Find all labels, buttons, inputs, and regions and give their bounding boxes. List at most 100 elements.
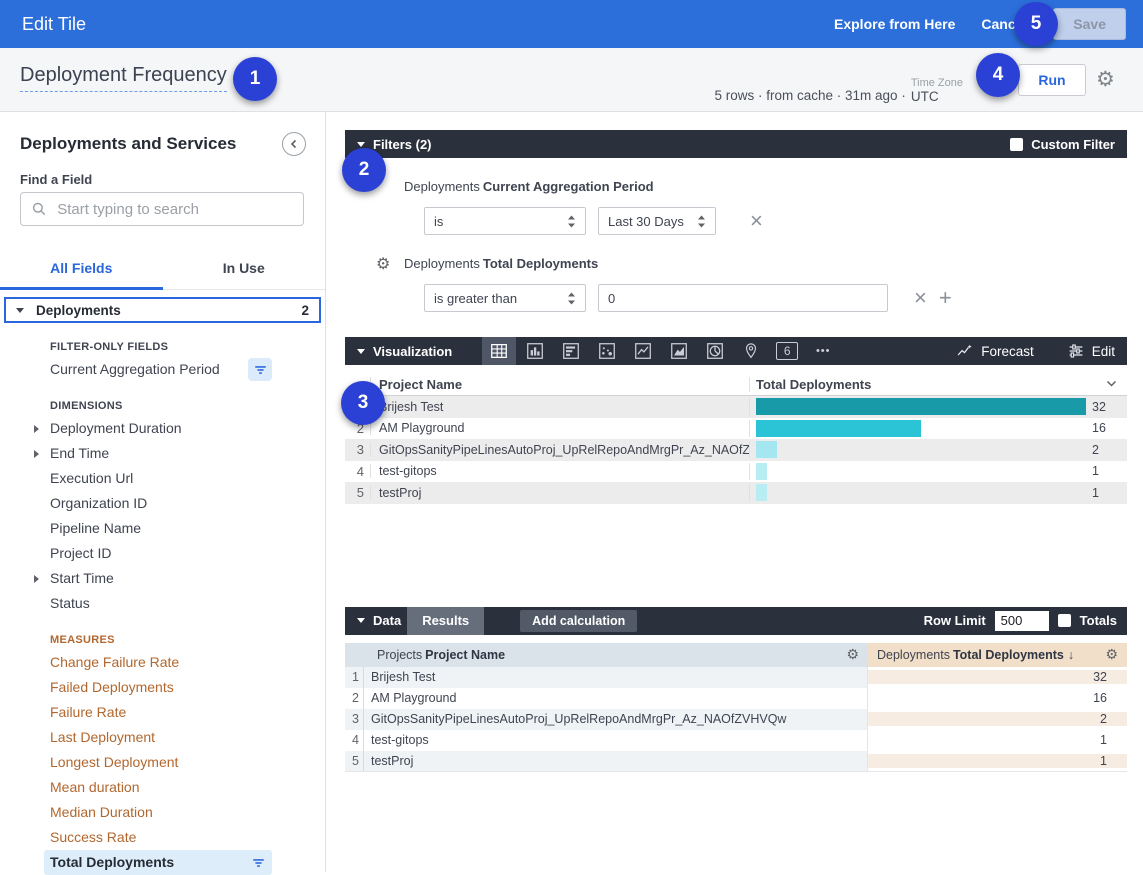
viz-type-picker: 6 ••• <box>482 337 840 365</box>
field-start-time[interactable]: Start Time <box>0 566 325 591</box>
collapse-filters-caret-icon[interactable] <box>357 141 365 147</box>
viz-table-row[interactable]: 1 Brijesh Test 32 <box>345 396 1127 418</box>
filter-settings-gear-icon[interactable]: ⚙ <box>376 256 391 273</box>
collapse-sidebar-button[interactable] <box>282 132 306 156</box>
field-success-rate[interactable]: Success Rate <box>50 829 137 845</box>
edit-viz-button[interactable]: Edit <box>1068 343 1115 359</box>
field-group-deployments[interactable]: Deployments 2 <box>4 297 321 323</box>
map-icon[interactable] <box>734 337 768 365</box>
callout-badge-1: 1 <box>233 57 277 101</box>
table-viz-icon[interactable] <box>482 337 517 365</box>
bar-chart-icon[interactable] <box>554 337 588 365</box>
tab-all-fields[interactable]: All Fields <box>0 247 163 290</box>
field-longest-deployment[interactable]: Longest Deployment <box>50 754 179 770</box>
viz-col-total-deployments[interactable]: Total Deployments <box>749 376 1127 392</box>
data-table-row: 5 testProj 1 <box>345 750 1127 772</box>
line-chart-icon[interactable] <box>626 337 660 365</box>
section-heading-dimensions: DIMENSIONS <box>50 400 123 412</box>
filter-2-controls: is greater than × + <box>424 284 1127 312</box>
expand-caret-icon[interactable] <box>34 575 39 583</box>
filter-funnel-icon[interactable] <box>251 856 266 870</box>
field-search-input[interactable] <box>57 200 293 218</box>
filter-2-operator-select[interactable]: is greater than <box>424 284 586 312</box>
add-filter-icon[interactable]: + <box>938 285 952 310</box>
forecast-button[interactable]: Forecast <box>956 343 1034 359</box>
field-failure-rate[interactable]: Failure Rate <box>50 704 127 720</box>
value-bar <box>756 441 777 459</box>
field-median-duration[interactable]: Median Duration <box>50 804 153 820</box>
area-chart-icon[interactable] <box>662 337 696 365</box>
field-end-time[interactable]: End Time <box>0 441 325 466</box>
callout-badge-5: 5 <box>1014 2 1058 46</box>
search-icon <box>32 202 46 216</box>
custom-filter-checkbox[interactable] <box>1010 137 1024 151</box>
collapse-data-caret-icon[interactable] <box>357 618 365 623</box>
field-execution-url[interactable]: Execution Url <box>50 470 134 486</box>
filter-funnel-icon[interactable] <box>248 358 272 381</box>
timezone-value: UTC <box>910 89 939 104</box>
data-col-total-deployments[interactable]: Deployments Total Deployments ↓ ⚙ <box>868 642 1127 667</box>
filter-1-value-select[interactable]: Last 30 Days <box>598 207 716 235</box>
more-viz-types-icon[interactable]: ••• <box>815 345 831 357</box>
column-gear-icon[interactable]: ⚙ <box>1105 646 1118 662</box>
data-col-project-name[interactable]: Projects Project Name ⚙ <box>345 642 868 667</box>
expand-caret-icon[interactable] <box>34 450 39 458</box>
field-search-box[interactable] <box>20 192 304 226</box>
updown-caret-icon <box>698 215 705 227</box>
row-limit-input[interactable] <box>994 610 1049 631</box>
tab-in-use[interactable]: In Use <box>222 260 265 276</box>
viz-table-row[interactable]: 3 GitOpsSanityPipeLinesAutoProj_UpRelRep… <box>345 439 1127 461</box>
field-mean-duration[interactable]: Mean duration <box>50 779 140 795</box>
value-bar <box>756 484 767 502</box>
query-settings-gear-icon[interactable]: ⚙ <box>1096 68 1115 91</box>
filter-2-value-input[interactable] <box>598 284 888 312</box>
field-last-deployment[interactable]: Last Deployment <box>50 729 156 745</box>
callout-badge-2: 2 <box>342 148 386 192</box>
results-tab[interactable]: Results <box>407 606 485 635</box>
field-tabs: All Fields In Use <box>0 247 325 290</box>
data-table-row: 2 AM Playground 16 <box>345 687 1127 709</box>
viz-col-project-name[interactable]: Project Name <box>370 376 749 392</box>
explore-main-area: Filters (2) Custom Filter Deployments Cur… <box>326 112 1143 872</box>
custom-filter-label: Custom Filter <box>1031 136 1115 152</box>
sliders-icon <box>1069 344 1083 358</box>
remove-filter-icon[interactable]: × <box>914 285 927 310</box>
filters-title: Filters (2) <box>373 136 432 152</box>
field-picker-sidebar: Deployments and Services Find a Field Al… <box>0 112 326 875</box>
expand-caret-icon[interactable] <box>34 425 39 433</box>
pie-chart-icon[interactable] <box>698 337 732 365</box>
section-heading-filter-only: FILTER-ONLY FIELDS <box>50 341 169 353</box>
data-table-row: 4 test-gitops 1 <box>345 729 1127 751</box>
collapse-visualization-caret-icon[interactable] <box>357 348 365 354</box>
explore-from-here-link[interactable]: Explore from Here <box>834 16 956 32</box>
page-title[interactable]: Deployment Frequency <box>20 64 227 92</box>
column-chart-icon[interactable] <box>518 337 552 365</box>
field-status[interactable]: Status <box>50 595 90 611</box>
field-project-id[interactable]: Project ID <box>50 545 112 561</box>
run-button[interactable]: Run <box>1018 64 1086 96</box>
filter-1-operator-select[interactable]: is <box>424 207 586 235</box>
field-current-aggregation-period[interactable]: Current Aggregation Period <box>0 357 325 382</box>
sort-desc-icon[interactable]: ↓ <box>1067 647 1075 662</box>
field-failed-deployments[interactable]: Failed Deployments <box>50 679 174 695</box>
save-button[interactable]: Save <box>1053 8 1126 40</box>
value-bar <box>756 419 921 437</box>
data-bar-right: Row Limit Totals <box>924 610 1117 631</box>
field-pipeline-name[interactable]: Pipeline Name <box>50 520 142 536</box>
value-bar <box>756 398 1086 416</box>
field-deployment-duration[interactable]: Deployment Duration <box>0 416 325 441</box>
viz-table-row[interactable]: 2 AM Playground 16 <box>345 418 1127 440</box>
column-gear-icon[interactable]: ⚙ <box>846 646 859 662</box>
viz-table-row[interactable]: 4 test-gitops 1 <box>345 461 1127 483</box>
visualization-table: Project Name Total Deployments 1 Brijesh… <box>345 373 1127 504</box>
field-organization-id[interactable]: Organization ID <box>50 495 148 511</box>
add-calculation-button[interactable]: Add calculation <box>520 609 638 632</box>
viz-table-row[interactable]: 5 testProj 1 <box>345 482 1127 504</box>
totals-checkbox[interactable] <box>1057 614 1071 627</box>
single-value-icon[interactable]: 6 <box>770 337 804 365</box>
field-total-deployments[interactable]: Total Deployments <box>44 850 272 875</box>
field-change-failure-rate[interactable]: Change Failure Rate <box>50 654 180 670</box>
query-status-text: 5 rows · from cache · 31m ago · <box>714 88 906 103</box>
scatterplot-icon[interactable] <box>590 337 624 365</box>
remove-filter-icon[interactable]: × <box>750 208 763 233</box>
